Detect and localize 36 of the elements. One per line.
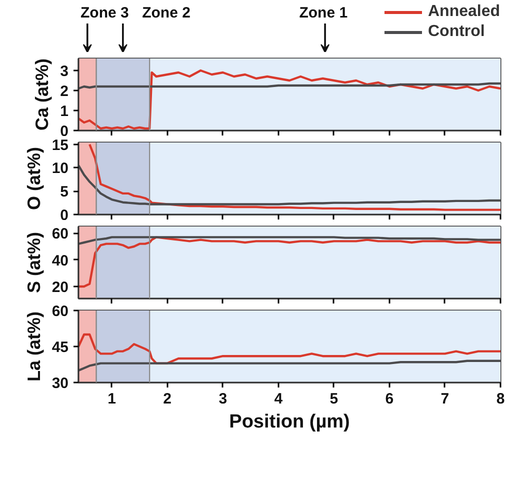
- x-tick-label: 8: [496, 390, 505, 408]
- y-tick-label: 20: [52, 279, 69, 296]
- y-tick-label: 5: [60, 184, 68, 201]
- y-tick-label: 30: [52, 375, 69, 392]
- x-tick-label: 1: [108, 390, 116, 408]
- legend-label: Control: [428, 23, 485, 41]
- x-axis-title: Position (µm): [229, 412, 350, 432]
- y-axis-title: O (at%): [24, 146, 44, 210]
- line-series: [88, 143, 500, 211]
- x-tick-label: 4: [274, 390, 284, 408]
- band-label: Zone 3: [80, 4, 129, 22]
- x-tick-label: 6: [385, 390, 394, 408]
- x-tick-label: 3: [218, 390, 228, 408]
- y-tick-label: 0: [60, 207, 68, 224]
- line-series: [78, 236, 500, 288]
- y-tick-label: 45: [52, 339, 69, 356]
- x-tick-label: 2: [163, 390, 172, 408]
- y-tick-label: 60: [52, 303, 69, 320]
- x-tick-label: 7: [440, 390, 450, 408]
- y-tick-label: 40: [52, 252, 69, 270]
- line-series: [78, 333, 500, 364]
- y-tick-label: 2: [60, 83, 68, 100]
- y-tick-label: 1: [60, 103, 68, 120]
- line-series: [78, 164, 500, 206]
- line-series: [78, 360, 500, 372]
- line-series: [78, 236, 500, 245]
- band-label: Zone 1: [299, 4, 348, 22]
- y-tick-label: 10: [52, 160, 69, 178]
- y-axis-title: Ca (at%): [32, 58, 52, 131]
- y-tick-label: 60: [52, 226, 69, 243]
- legend-label: Annealed: [428, 3, 500, 21]
- band-label: Zone 2: [142, 4, 190, 22]
- y-axis-title: S (at%): [24, 232, 44, 293]
- y-axis-title: La (at%): [24, 311, 44, 382]
- x-tick-label: 5: [330, 390, 338, 408]
- y-tick-label: 3: [60, 63, 68, 80]
